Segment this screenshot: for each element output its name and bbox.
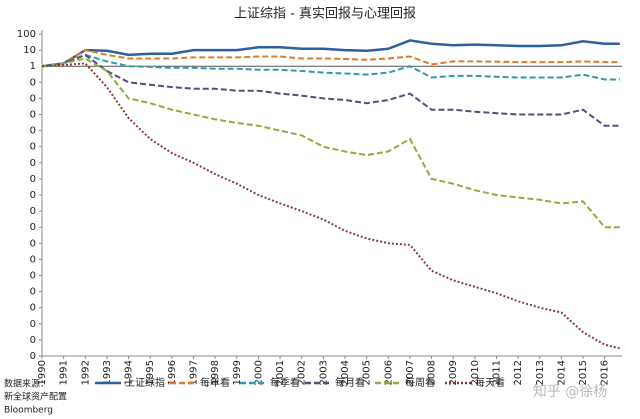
y-tick-label: 10: [23, 45, 36, 56]
y-tick-label: 0: [30, 238, 36, 249]
series-line: [41, 53, 620, 127]
y-tick-label: 0: [30, 206, 36, 217]
legend-label: 每月看: [335, 376, 365, 389]
x-tick-label: 2012: [513, 360, 524, 385]
series-line: [41, 39, 620, 68]
y-tick-label: 1: [30, 61, 36, 72]
x-tick-label: 2016: [600, 360, 611, 385]
x-tick-label: 1993: [102, 360, 113, 385]
legend-label: 每天看: [475, 376, 505, 389]
x-tick-label: 1990: [37, 360, 48, 385]
watermark: 知乎 @徐杨: [533, 383, 607, 400]
y-tick-label: 0: [30, 77, 36, 88]
x-tick-label: 2002: [297, 360, 308, 385]
x-tick-label: 2013: [535, 360, 546, 385]
source-label: 新全球资产配置: [4, 391, 67, 403]
x-tick-label: 2015: [578, 360, 589, 385]
x-tick-label: 1999: [232, 360, 243, 385]
y-tick-label: 0: [30, 271, 36, 282]
y-tick-label: 100: [17, 29, 36, 40]
x-tick-label: 2011: [491, 360, 502, 385]
series-line: [41, 62, 621, 350]
x-tick-label: 1994: [124, 360, 135, 385]
y-tick-label: 0: [30, 351, 36, 362]
y-tick-label: 0: [30, 319, 36, 330]
y-tick-label: 0: [30, 222, 36, 233]
y-tick-label: 0: [30, 126, 36, 137]
x-tick-label: 2006: [383, 360, 394, 385]
y-tick-label: 0: [30, 254, 36, 265]
x-tick-label: 1997: [188, 360, 199, 385]
y-tick-label: 0: [30, 190, 36, 201]
x-tick-label: 2001: [275, 360, 286, 385]
y-tick-label: 0: [30, 158, 36, 169]
legend-label: 每年看: [200, 376, 230, 389]
legend-label: 每周看: [405, 376, 435, 389]
x-tick-label: 2004: [340, 360, 351, 385]
y-tick-label: 0: [30, 110, 36, 121]
x-tick-label: 1998: [210, 360, 221, 385]
x-tick-label: 2014: [556, 360, 567, 385]
source-label: 数据来源：: [4, 378, 49, 390]
x-tick-label: 2003: [318, 360, 329, 385]
y-tick-label: 0: [30, 93, 36, 104]
legend-label: 上证综指: [125, 376, 165, 389]
x-tick-label: 2005: [362, 360, 373, 385]
x-tick-label: 2010: [470, 360, 481, 385]
x-tick-label: 2008: [427, 360, 438, 385]
x-tick-label: 1992: [80, 360, 91, 385]
x-tick-label: 1991: [59, 360, 70, 385]
x-tick-label: 2000: [253, 360, 264, 385]
chart-title: 上证综指 - 真实回报与心理回报: [234, 7, 416, 22]
x-tick-label: 1995: [145, 360, 156, 385]
source-label: Bloomberg: [4, 406, 53, 416]
x-tick-label: 1996: [167, 360, 178, 385]
x-tick-label: 2007: [405, 360, 416, 385]
y-tick-label: 0: [30, 303, 36, 314]
y-tick-label: 0: [30, 142, 36, 153]
legend-label: 每季看: [270, 376, 300, 389]
x-tick-label: 2009: [448, 360, 459, 385]
y-tick-label: 0: [30, 287, 36, 298]
y-tick-label: 0: [30, 335, 36, 346]
series-line: [41, 57, 620, 229]
series-line: [41, 53, 620, 81]
series-line: [41, 49, 620, 68]
y-tick-label: 0: [30, 174, 36, 185]
